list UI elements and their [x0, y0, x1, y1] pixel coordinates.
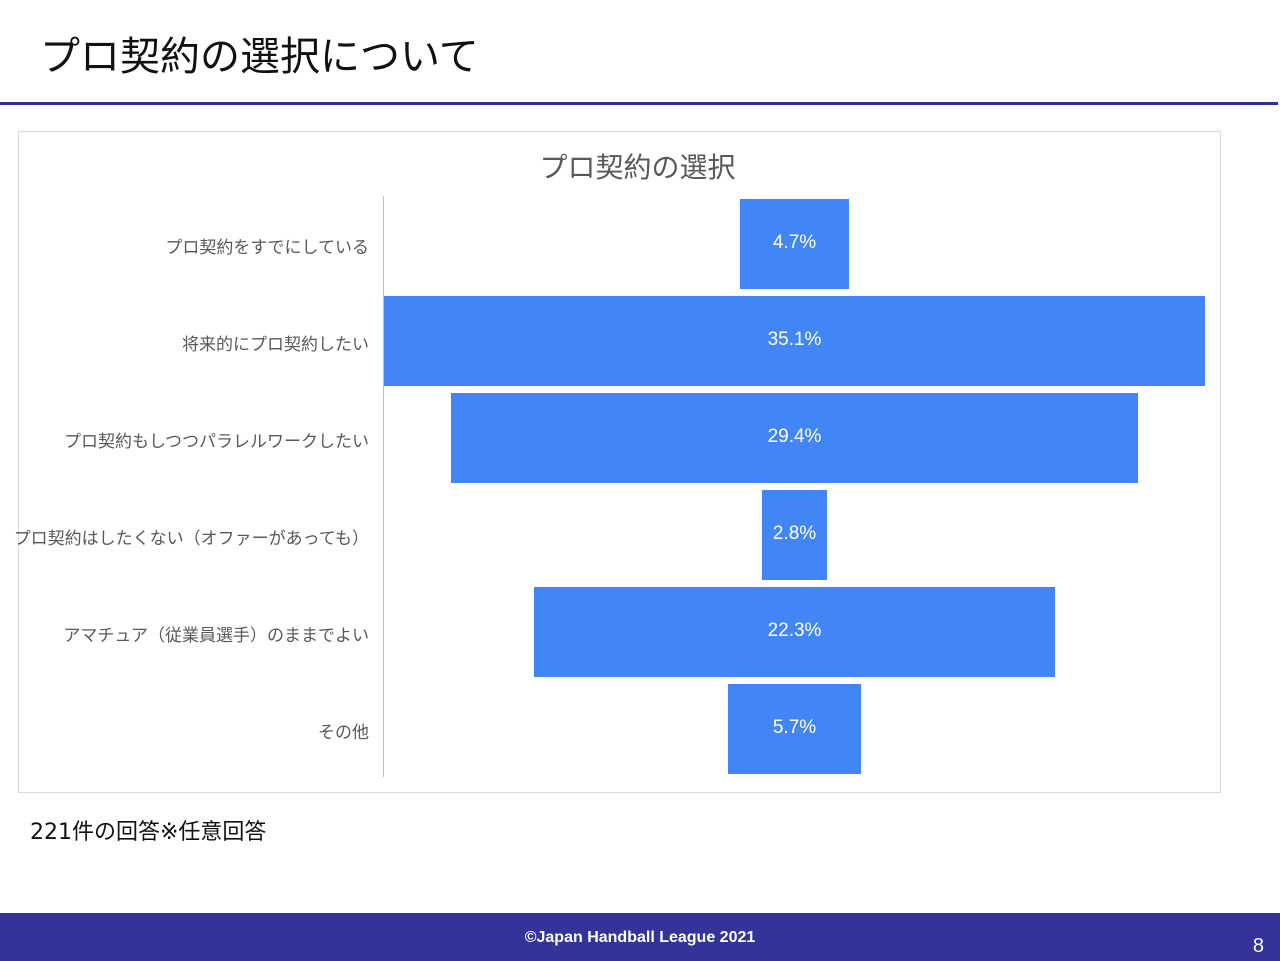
- copyright-text: ©Japan Handball League 2021: [524, 929, 756, 946]
- chart-title-text: プロ契約の選択: [539, 151, 736, 184]
- category-label-4: アマチュア（従業員選手）のままでよい: [63, 626, 369, 646]
- data-label-2: 29.4%: [767, 426, 822, 447]
- response-count-note: 221件の回答※任意回答: [30, 820, 267, 845]
- data-label-0: 4.7%: [772, 232, 817, 253]
- slide-title: プロ契約の選択について: [40, 34, 479, 80]
- category-label-0: プロ契約をすでにしている: [165, 238, 369, 258]
- chart-container: プロ契約の選択 4.7% プロ契約をすでにしている 35.1% 将来的にプロ契約したい…: [14, 131, 1221, 793]
- bar-1: [384, 296, 1205, 386]
- data-label-3: 2.8%: [772, 523, 817, 544]
- data-label-1: 35.1%: [767, 329, 822, 350]
- bar-3: [761, 490, 828, 580]
- page-number: 8: [1252, 935, 1264, 957]
- chart-title: プロ契約の選択: [19, 146, 1220, 186]
- title-divider: [0, 102, 1278, 105]
- bar-0: [739, 199, 850, 289]
- category-label-3: プロ契約はしたくない（オファーがあっても）: [13, 529, 369, 549]
- footer-bar: ©Japan Handball League 2021 8: [0, 913, 1280, 961]
- data-label-5: 5.7%: [772, 717, 817, 738]
- category-label-5: その他: [318, 723, 369, 743]
- category-axis-line: [383, 196, 384, 777]
- bar-5: [727, 684, 862, 774]
- bar-2: [450, 393, 1139, 483]
- category-label-2: プロ契約もしつつパラレルワークしたい: [64, 432, 369, 452]
- bar-4: [533, 587, 1056, 677]
- category-label-1: 将来的にプロ契約したい: [182, 335, 369, 355]
- data-label-4: 22.3%: [767, 620, 822, 641]
